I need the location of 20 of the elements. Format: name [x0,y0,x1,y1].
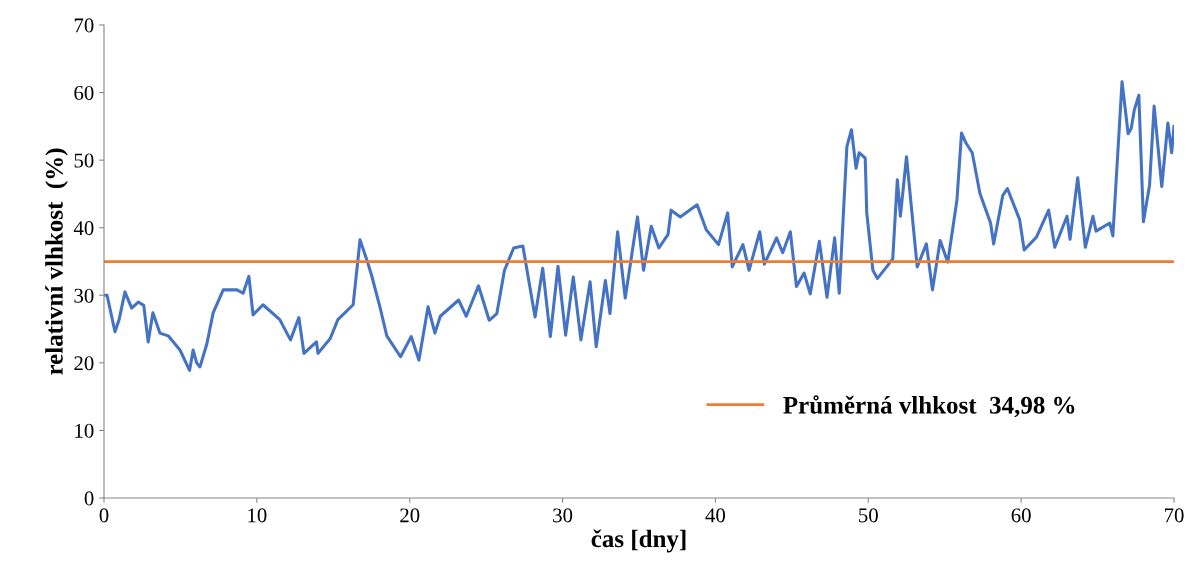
legend-label: Průměrná vlhkost 34,98 % [783,395,1075,418]
y-axis-title: relativní vlhkost (%) [45,148,68,375]
y-tick-label: 60 [74,85,94,100]
x-tick-label: 0 [99,508,109,523]
x-tick-label: 30 [553,508,573,523]
y-tick-label: 20 [74,356,94,371]
x-tick-label: 10 [248,508,267,523]
y-tick-label: 70 [74,18,94,33]
x-tick-label: 50 [859,508,878,523]
x-tick-label: 60 [1011,508,1031,523]
x-tick-label: 40 [705,508,726,523]
line-series [104,80,1174,372]
y-tick-label: 40 [73,221,94,236]
y-tick-label: 10 [75,423,94,438]
x-tick-label: 70 [1164,508,1184,523]
x-tick-label: 20 [400,508,420,523]
y-tick-label: 30 [74,288,94,303]
y-tick-label: 50 [74,153,94,168]
y-tick-label: 0 [84,491,94,506]
x-axis-title: čas [dny] [591,529,686,553]
